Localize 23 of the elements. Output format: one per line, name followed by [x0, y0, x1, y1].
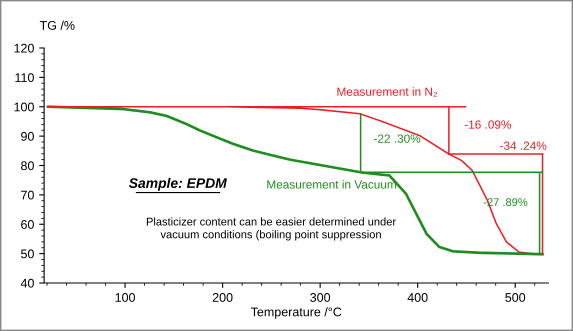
annotation: -22 .30%	[374, 134, 420, 143]
y-tick-label: 100	[14, 102, 34, 112]
y-axis-title: TG /%	[40, 20, 75, 30]
x-tick-label: 400	[408, 293, 428, 302]
y-tick-label: 60	[21, 220, 34, 229]
y-tick-label: 90	[21, 132, 34, 141]
annotation: Sample: EPDM	[128, 178, 227, 191]
x-tick-label: 100	[116, 293, 136, 302]
annotation: Measurement in Vacuum	[267, 180, 396, 189]
y-tick-label: 70	[21, 190, 34, 200]
x-tick-label: 500	[505, 293, 526, 302]
y-tick-label: 80	[21, 161, 34, 170]
x-axis-title: Temperature /°C	[250, 307, 342, 319]
annotation: Plasticizer content can be easier determined under vacuum conditions (boiling point suppression	[146, 217, 396, 241]
x-tick-label: 300	[310, 293, 330, 302]
y-tick-label: 40	[20, 278, 34, 288]
y-tick-label: 50	[20, 249, 34, 258]
x-tick-label: 200	[212, 293, 233, 302]
annotation: -16 .09%	[464, 120, 512, 129]
y-tick-label: 110	[15, 73, 34, 82]
annotation: -34 .24%	[500, 142, 546, 150]
annotation: Measurement in N₂	[337, 87, 437, 97]
y-tick-label: 120	[14, 44, 34, 53]
